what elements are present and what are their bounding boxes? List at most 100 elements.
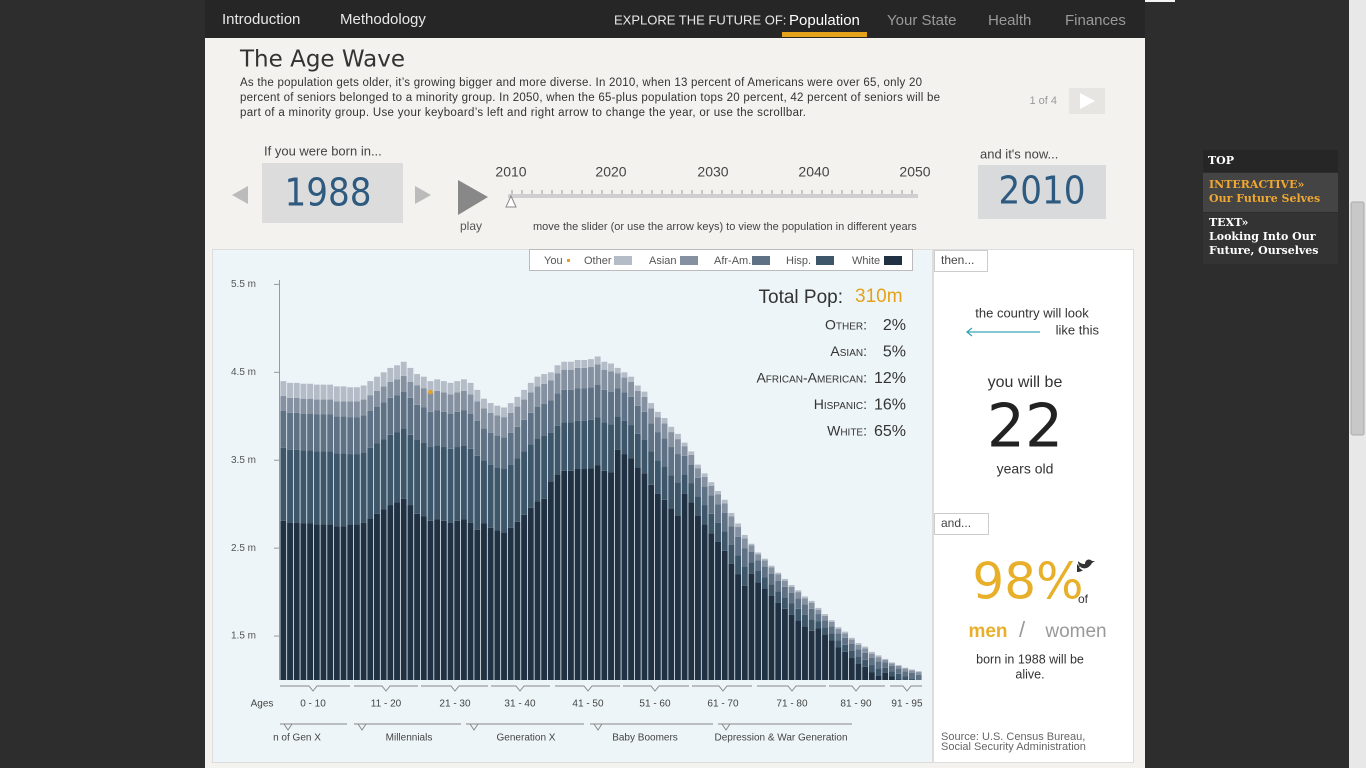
bar-segment [320,414,327,452]
sidebar-top-label[interactable]: TOP [1208,154,1234,167]
country-arrow [965,327,1040,337]
born-year: 1988 [285,171,372,215]
nav-link[interactable]: Introduction [222,11,300,28]
bar-segment [895,668,902,674]
play-button[interactable] [458,180,488,215]
twitter-icon[interactable] [1077,559,1095,572]
men-toggle[interactable]: men [968,621,1007,642]
bar-segment [695,515,701,680]
bar-segment [414,404,421,440]
now-year: 2010 [999,169,1086,213]
slider-year: 2020 [595,164,626,180]
bar-segment [313,399,320,415]
sidebar-link[interactable]: Looking Into Our [1209,230,1316,243]
bar-segment [327,451,334,525]
bar-segment [427,447,434,521]
bar-segment [855,644,862,650]
bar-segment [888,662,895,664]
bar-segment [400,498,407,680]
bar-segment [875,657,882,662]
bar-segment [601,389,608,423]
bar-segment [828,640,835,680]
stat-value: 16% [874,397,906,414]
bar-segment [761,560,768,567]
slider-handle[interactable] [505,194,517,208]
sidebar-link[interactable]: TEXT» [1209,216,1248,229]
next-year-arrow[interactable] [415,186,431,204]
nav-tab[interactable]: Health [988,12,1031,29]
bar-segment [374,443,380,514]
generation-bracket [280,723,347,731]
bar-segment [875,668,882,676]
bar-segment [755,554,762,561]
sidebar-link[interactable]: Our Future Selves [1209,192,1320,205]
nav-tab-active[interactable]: Population [789,12,860,29]
age-group-label: 11 - 20 [371,699,402,710]
bar-segment [574,360,581,368]
bar-segment [507,527,514,680]
bar-segment [822,614,828,616]
bar-segment [501,407,507,418]
bar-segment [588,419,594,469]
slider-track[interactable] [508,194,918,198]
bar-segment [300,383,307,399]
bar-segment [567,470,574,680]
women-toggle[interactable]: women [1044,621,1106,642]
bar-segment [387,367,394,382]
bar-segment [554,393,561,426]
explore-label: EXPLORE THE FUTURE OF: [614,12,786,27]
bar-segment [567,422,574,471]
bar-segment [394,395,400,433]
bar-segment [400,361,407,376]
nav-link[interactable]: Methodology [340,11,426,28]
bar-segment [300,413,307,451]
bar-segment [808,630,815,680]
bar-segment [654,432,661,461]
total-pop-label: Total Pop: [759,287,844,308]
bar-segment [648,403,655,409]
scrollbar-thumb[interactable] [1350,201,1365,436]
bar-segment [621,454,628,680]
sidebar-link[interactable]: Future, Ourselves [1209,244,1318,257]
stat-label: White: [827,423,867,439]
bar-segment [735,536,742,556]
sidebar-top[interactable] [1203,150,1338,172]
bar-segment [407,397,414,435]
bar-segment [875,675,882,680]
bar-segment [300,523,307,680]
bar-segment [775,574,782,581]
bar-segment [454,447,461,521]
bar-segment [293,412,300,450]
sidebar-link-bg[interactable] [1203,213,1338,264]
bar-segment [728,526,735,545]
sidebar-link[interactable]: INTERACTIVE» [1209,178,1304,191]
bar-segment [333,401,340,417]
bar-segment [909,670,915,673]
slider-hint: move the slider (or use the arrow keys) … [533,221,917,233]
you-marker [428,390,433,395]
bar-segment [608,472,614,680]
bar-segment [775,591,782,603]
bar-segment [347,524,354,680]
bar-segment [708,533,715,680]
bar-segment [915,672,922,675]
bar-segment [741,538,748,549]
nav-tab[interactable]: Your State [887,12,957,29]
bar-segment [521,389,528,400]
sidebar-link-bg[interactable] [1203,173,1338,212]
bar-segment [882,667,889,673]
bar-segment [648,408,655,424]
bar-segment [608,424,614,473]
bar-segment [374,376,380,391]
nav-tab[interactable]: Finances [1065,12,1126,29]
bar-segment [521,419,528,452]
prev-year-arrow[interactable] [232,186,248,204]
slider-year: 2040 [798,164,829,180]
bar-segment [721,550,728,680]
bar-segment [561,470,568,680]
bar-segment [581,420,588,470]
bar-segment [688,502,695,680]
bar-segment [554,474,561,680]
bar-segment [574,420,581,470]
bar-segment [541,403,548,436]
